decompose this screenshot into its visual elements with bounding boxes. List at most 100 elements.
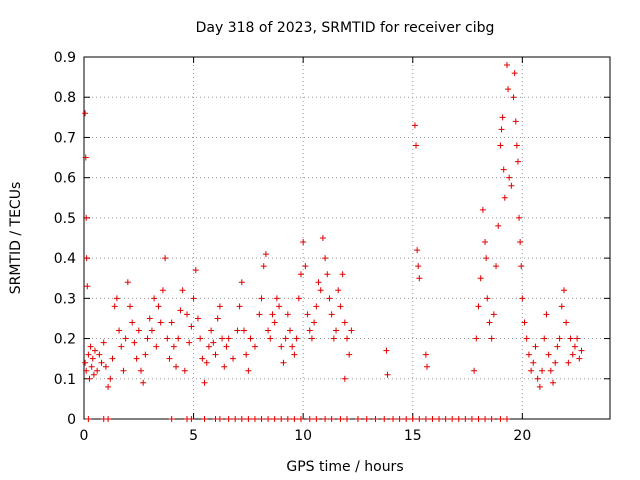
y-tick-label: 0.5 bbox=[54, 211, 76, 227]
data-point bbox=[260, 263, 267, 270]
data-point-zero bbox=[284, 416, 291, 422]
grid-lines bbox=[84, 57, 610, 419]
data-point bbox=[284, 311, 291, 318]
data-point bbox=[256, 311, 263, 318]
data-point bbox=[523, 335, 530, 342]
data-point bbox=[236, 303, 243, 310]
data-point bbox=[293, 335, 300, 342]
data-point bbox=[98, 359, 105, 366]
data-point bbox=[414, 247, 421, 254]
data-point bbox=[102, 363, 109, 370]
data-point bbox=[245, 367, 252, 374]
data-point bbox=[330, 335, 337, 342]
data-point bbox=[569, 351, 576, 358]
data-point bbox=[269, 311, 276, 318]
data-point bbox=[514, 158, 521, 165]
data-point bbox=[558, 303, 565, 310]
data-point-zero bbox=[216, 416, 223, 422]
data-point-zero bbox=[85, 416, 92, 422]
x-tick-label: 0 bbox=[80, 428, 89, 444]
x-tick-label: 10 bbox=[294, 428, 312, 444]
data-point bbox=[276, 303, 283, 310]
data-point bbox=[517, 239, 524, 246]
data-points bbox=[82, 62, 585, 422]
data-point bbox=[157, 319, 164, 326]
data-point-zero bbox=[168, 416, 175, 422]
data-point bbox=[127, 303, 134, 310]
data-point bbox=[519, 295, 526, 302]
data-point bbox=[497, 142, 504, 149]
data-point bbox=[525, 351, 532, 358]
data-point bbox=[344, 335, 350, 342]
data-point bbox=[532, 343, 539, 350]
y-tick-label: 0.4 bbox=[54, 251, 76, 267]
data-point bbox=[319, 235, 326, 241]
data-point-zero bbox=[306, 416, 313, 422]
data-point bbox=[85, 351, 92, 358]
data-point bbox=[473, 335, 480, 342]
data-point bbox=[304, 311, 311, 318]
data-point bbox=[137, 367, 144, 374]
data-point bbox=[560, 287, 567, 294]
data-point-zero bbox=[497, 416, 504, 422]
data-point bbox=[181, 367, 188, 374]
data-point bbox=[510, 94, 517, 101]
data-point bbox=[265, 327, 272, 334]
data-point bbox=[223, 343, 230, 350]
data-point bbox=[508, 182, 515, 189]
data-point bbox=[539, 367, 546, 374]
data-point bbox=[335, 287, 342, 294]
data-point-zero bbox=[313, 416, 320, 422]
data-point bbox=[493, 263, 500, 270]
data-point bbox=[131, 339, 138, 346]
data-point bbox=[506, 174, 513, 181]
data-point bbox=[216, 303, 223, 310]
data-point bbox=[188, 323, 195, 330]
data-point-zero bbox=[105, 416, 112, 422]
data-point bbox=[84, 283, 91, 290]
data-point-zero bbox=[416, 416, 423, 422]
data-point bbox=[159, 287, 166, 294]
data-point bbox=[247, 335, 254, 342]
data-point bbox=[471, 367, 478, 374]
data-point-zero bbox=[188, 416, 195, 422]
data-point bbox=[413, 142, 420, 149]
data-point bbox=[500, 166, 507, 173]
data-point bbox=[501, 194, 508, 201]
data-point bbox=[486, 319, 493, 326]
data-point bbox=[271, 319, 278, 326]
data-point bbox=[565, 359, 572, 366]
data-point bbox=[151, 295, 158, 302]
data-point bbox=[194, 315, 201, 322]
data-point bbox=[300, 239, 307, 246]
data-point bbox=[278, 343, 285, 350]
data-point bbox=[513, 142, 520, 149]
data-point bbox=[208, 327, 215, 334]
y-tick-label: 0.7 bbox=[54, 130, 76, 146]
data-point bbox=[490, 311, 497, 318]
data-point bbox=[567, 335, 574, 342]
data-point bbox=[306, 327, 313, 334]
data-point bbox=[530, 359, 537, 366]
data-point-zero bbox=[429, 416, 436, 422]
data-point bbox=[155, 303, 162, 310]
data-point bbox=[199, 355, 206, 362]
data-point bbox=[82, 110, 89, 117]
data-point bbox=[348, 327, 355, 334]
data-point bbox=[337, 303, 344, 310]
data-point bbox=[116, 327, 123, 334]
data-point bbox=[499, 114, 506, 121]
data-point bbox=[289, 343, 296, 350]
data-point-zero bbox=[328, 416, 335, 422]
data-point-zero bbox=[225, 416, 232, 422]
data-point bbox=[201, 379, 208, 386]
data-point-zero bbox=[449, 416, 456, 422]
data-point bbox=[83, 255, 90, 262]
data-point bbox=[563, 319, 570, 326]
data-point-zero bbox=[468, 416, 475, 422]
data-point bbox=[315, 279, 322, 286]
data-point bbox=[94, 367, 101, 374]
data-point bbox=[168, 319, 175, 326]
data-point-zero bbox=[372, 416, 379, 422]
data-point bbox=[90, 371, 97, 378]
